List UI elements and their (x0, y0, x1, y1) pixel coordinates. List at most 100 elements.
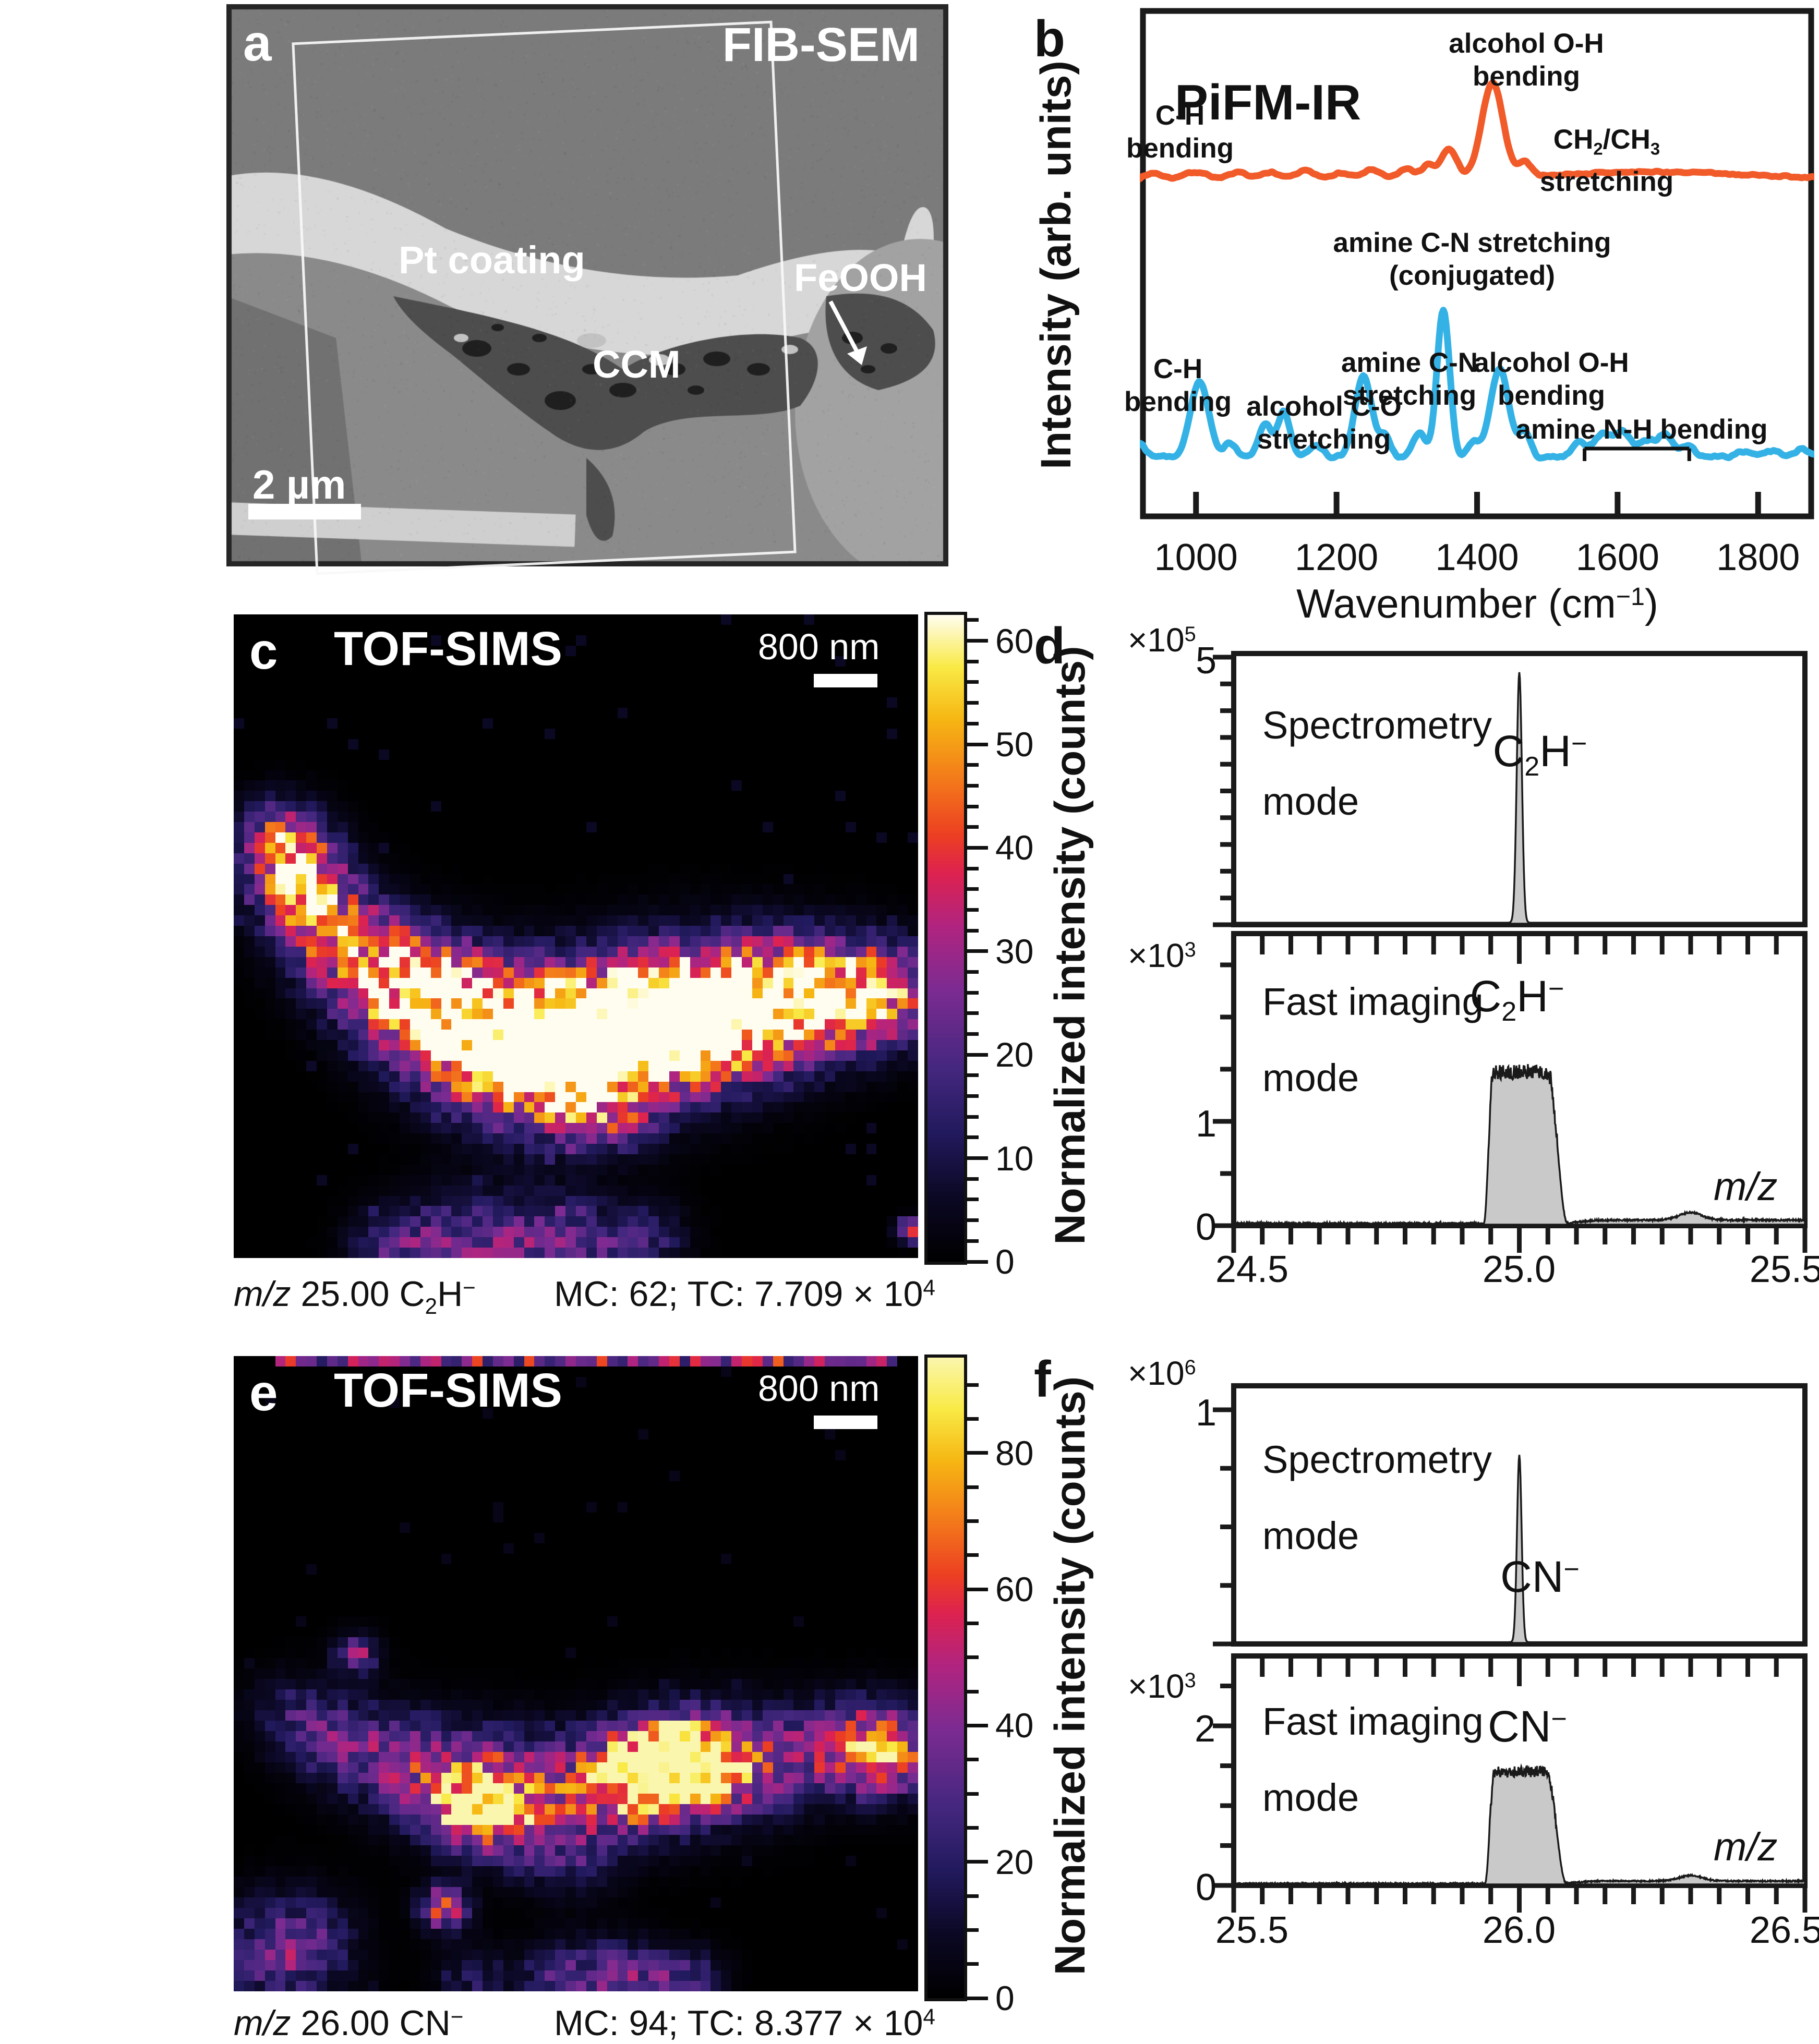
annotation-amine-cn: amine C-N stretching (1341, 347, 1478, 411)
colorbar-tick-label: 20 (995, 1035, 1034, 1074)
colorbar-tick (964, 1792, 979, 1796)
panel-label-e: e (249, 1364, 278, 1421)
colorbar-tick (964, 1928, 979, 1932)
colorbar-tick (964, 1135, 979, 1140)
pt-coating-label: Pt coating (399, 238, 585, 282)
colorbar-tick-label: 60 (995, 1570, 1034, 1609)
colorbar-tick (964, 804, 979, 808)
colorbar-tick (964, 1655, 979, 1660)
f-xtick-26-5: 26.5 (1749, 1909, 1819, 1951)
scale-bar-c (814, 674, 877, 687)
colorbar-tick (964, 1260, 988, 1264)
colorbar-tick (964, 1032, 979, 1036)
colorbar-tick (964, 825, 979, 829)
d-xtick-25-5: 25.5 (1749, 1249, 1819, 1290)
panel-b-ylabel: Intensity (arb. units) (1032, 61, 1080, 469)
d-bottom-multiplier: ×103 (1128, 937, 1196, 974)
colorbar-tick (964, 845, 988, 850)
feooh-label: FeOOH (794, 256, 927, 299)
annotation-alcohol-oh-bottom: alcohol O-H bending (1474, 347, 1629, 411)
colorbar-tick (964, 701, 979, 705)
colorbar-tick (964, 1011, 979, 1015)
panel-a: a FIB-SEM Pt coating CCM FeOOH 2 µm (226, 4, 948, 575)
b-xtick-1200: 1200 (1295, 537, 1379, 578)
f-top-multiplier: ×106 (1128, 1354, 1196, 1392)
scalebar-label-a: 2 µm (252, 462, 346, 507)
scale-bar-e (814, 1416, 877, 1429)
colorbar-tick-label: 20 (995, 1842, 1034, 1881)
colorbar-tick (964, 1860, 988, 1864)
d-top-multiplier: ×105 (1128, 621, 1196, 659)
scalebar-label-e: 800 nm (758, 1368, 880, 1409)
colorbar-tick-label: 60 (995, 621, 1034, 660)
mass-spectra-f (1213, 1383, 1808, 1913)
colorbar-tick (964, 742, 988, 746)
panel-label-a: a (243, 14, 272, 71)
b-xtick-1000: 1000 (1154, 537, 1238, 578)
f-top-ytick-label: 1 (1196, 1392, 1217, 1434)
panel-b-title: PiFM-IR (1175, 75, 1362, 130)
colorbar-tick (964, 763, 979, 767)
colorbar-tick (964, 1689, 979, 1694)
colorbar-tick (964, 1621, 979, 1625)
panel-c: c TOF-SIMS 800 nm (234, 614, 918, 1258)
colorbar-tick (964, 1962, 979, 1966)
colorbar-tick (964, 1094, 979, 1098)
panel-label-d: d (1034, 617, 1065, 674)
panel-f-ylabel: Normalized intensity (counts) (1046, 1376, 1094, 1976)
colorbar-tick-label: 0 (995, 1979, 1015, 2017)
colorbar-tick (964, 1156, 988, 1160)
colorbar-tick-label: 80 (995, 1433, 1034, 1472)
b-xtick-1800: 1800 (1716, 537, 1800, 578)
colorbar-tick-label: 10 (995, 1139, 1034, 1178)
roi-rectangle (292, 20, 797, 575)
mass-spectra-d (1213, 651, 1808, 1253)
d-bottom-species: C2H− (1469, 972, 1564, 1027)
caption-c-species: m/z 25.00 C2H− (234, 1274, 476, 1319)
d-top-mode: Spectrometry mode (1262, 704, 1492, 823)
b-xtick-1600: 1600 (1575, 537, 1659, 578)
tof-sims-map-c2h (234, 614, 918, 1258)
colorbar-tick (964, 1553, 979, 1557)
colorbar-tick (964, 639, 988, 643)
scalebar-label-c: 800 nm (758, 626, 880, 667)
panel-e-title: TOF-SIMS (334, 1364, 562, 1417)
panel-label-c: c (249, 622, 278, 680)
colorbar-tick (964, 783, 979, 788)
colorbar-tick (964, 1451, 988, 1455)
colorbar-tick (964, 721, 979, 725)
colorbar-tick (964, 1383, 979, 1387)
annotation-ch-bending-bottom: C-H bending (1124, 354, 1232, 417)
colorbar-tick (964, 866, 979, 870)
annotation-amine-cn-conjugated: amine C-N stretching (conjugated) (1333, 227, 1611, 291)
colorbar-tick (964, 1894, 979, 1898)
d-bottom-mode: Fast imaging mode (1262, 980, 1484, 1099)
f-bottom-species: CN− (1488, 1702, 1567, 1751)
panel-c-title: TOF-SIMS (334, 622, 562, 675)
colorbar-tick (964, 1417, 979, 1421)
colorbar-tick (964, 928, 979, 933)
colorbar-tick (964, 1587, 988, 1591)
colorbar-tick (964, 680, 979, 684)
f-xtick-25-5: 25.5 (1215, 1909, 1289, 1951)
colorbar-tick-label: 0 (995, 1242, 1015, 1281)
colorbar-tick (964, 990, 979, 995)
colorbar-tick (964, 970, 979, 974)
annotation-ch2-ch3: CH2/CH3 stretching (1539, 124, 1674, 197)
colorbar-tick-label: 30 (995, 932, 1034, 971)
panel-label-b: b (1034, 10, 1065, 67)
colorbar-tick (964, 1198, 979, 1202)
d-top-species: C2H− (1492, 727, 1587, 782)
f-bottom-ytick-0: 0 (1196, 1867, 1217, 1908)
colorbar-tick (964, 1723, 988, 1727)
colorbar-tick (964, 887, 979, 891)
colorbar-tick (964, 659, 979, 663)
tof-sims-map-cn (234, 1356, 918, 1991)
colorbar-tick (964, 618, 979, 622)
colorbar-tick (964, 1758, 979, 1762)
colorbar-e (924, 1354, 967, 2001)
panel-e: e TOF-SIMS 800 nm (234, 1356, 918, 1991)
d-xtick-24-5: 24.5 (1215, 1249, 1289, 1290)
colorbar-tick (964, 949, 988, 953)
